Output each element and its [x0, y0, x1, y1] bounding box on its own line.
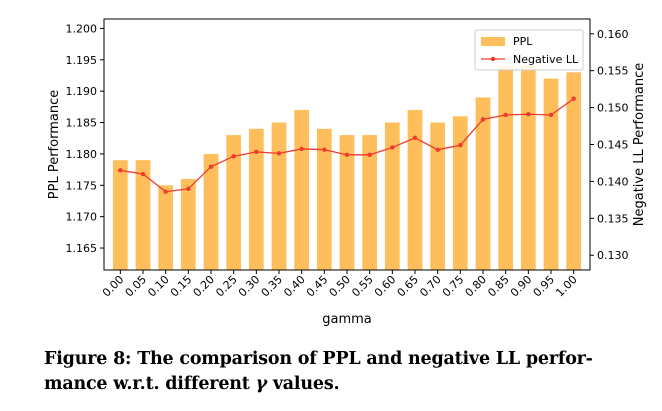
- x-tick-label: 0.55: [349, 273, 376, 300]
- bar: [407, 109, 423, 270]
- negative-ll-point: [208, 164, 214, 169]
- x-tick-label: 0.90: [508, 273, 535, 300]
- negative-ll-point: [163, 189, 168, 194]
- bar: [339, 135, 355, 270]
- legend-swatch-ppl: [481, 37, 505, 46]
- negative-ll-point: [526, 112, 531, 117]
- negative-ll-point: [254, 149, 259, 155]
- negative-ll-point: [390, 145, 395, 150]
- x-tick-label: 0.70: [417, 273, 444, 300]
- negative-ll-point: [435, 147, 440, 152]
- bar: [452, 116, 468, 270]
- bar: [362, 135, 378, 270]
- left-axis-label: PPL Performance: [47, 90, 62, 199]
- left-tick-label: 1.165: [66, 242, 98, 255]
- x-tick-label: 0.00: [100, 273, 127, 300]
- right-tick-label: 0.150: [597, 102, 629, 115]
- x-tick-label: 0.95: [531, 273, 558, 300]
- left-tick-label: 1.195: [66, 54, 98, 67]
- negative-ll-point: [548, 112, 554, 118]
- x-tick-label: 0.40: [281, 273, 308, 300]
- negative-ll-point: [458, 143, 463, 148]
- bar: [384, 122, 400, 270]
- caption-line-1: Figure 8: The comparison of PPL and nega…: [44, 349, 593, 369]
- left-tick-label: 1.175: [66, 179, 98, 192]
- bar: [520, 66, 536, 270]
- caption-line-2-suffix: values.: [266, 374, 340, 394]
- negative-ll-point: [299, 146, 304, 152]
- left-tick-label: 1.200: [66, 22, 98, 35]
- chart: 1.165 1.170 1.175 1.180 1.185 1.190 1.195 1.200…: [47, 18, 647, 327]
- x-tick-label: 0.45: [304, 273, 331, 300]
- negative-ll-point: [480, 117, 486, 122]
- left-tick-label: 1.170: [66, 211, 98, 224]
- x-tick-label: 1.00: [553, 273, 580, 300]
- bar: [498, 66, 514, 270]
- x-axis-label: gamma: [322, 312, 372, 327]
- right-tick-label: 0.160: [597, 28, 629, 41]
- x-tick-label: 0.10: [145, 273, 172, 300]
- negative-ll-point: [503, 112, 508, 118]
- bar: [271, 122, 287, 270]
- x-tick-label: 0.65: [395, 273, 422, 300]
- negative-ll-point: [344, 152, 350, 158]
- negative-ll-point: [186, 186, 191, 191]
- bar: [566, 72, 582, 271]
- bar: [180, 179, 196, 270]
- bar: [294, 109, 310, 270]
- x-tick-label: 0.15: [168, 273, 195, 300]
- bar: [248, 128, 264, 270]
- bar: [430, 122, 446, 270]
- bar: [226, 135, 242, 270]
- figure-caption: Figure 8: The comparison of PPL and nega…: [44, 347, 644, 397]
- negative-ll-point: [412, 135, 418, 141]
- caption-gamma-symbol: γ: [255, 374, 268, 394]
- negative-ll-point: [140, 171, 146, 177]
- bar: [316, 128, 332, 270]
- bar: [135, 160, 151, 270]
- left-tick-label: 1.185: [66, 117, 98, 130]
- x-tick-label: 0.20: [191, 273, 218, 300]
- negative-ll-point: [231, 154, 236, 159]
- bar: [475, 97, 491, 270]
- right-tick-label: 0.140: [597, 175, 629, 188]
- x-tick-label: 0.05: [123, 273, 150, 300]
- x-tick-label: 0.25: [213, 273, 240, 300]
- negative-ll-point: [118, 168, 123, 173]
- x-tick-label: 0.80: [463, 273, 490, 300]
- caption-line-2-prefix: mance w.r.t. different: [44, 374, 256, 394]
- x-tick-label: 0.35: [259, 273, 286, 300]
- bar: [158, 185, 174, 270]
- bar: [203, 153, 219, 270]
- x-tick-label: 0.75: [440, 273, 467, 300]
- negative-ll-point: [322, 147, 327, 152]
- right-tick-label: 0.155: [597, 65, 629, 78]
- legend-marker-negative-ll: [490, 56, 496, 62]
- right-axis-label: Negative LL Performance: [632, 63, 647, 226]
- negative-ll-point: [367, 152, 372, 158]
- bar: [112, 160, 128, 270]
- left-tick-label: 1.180: [66, 148, 98, 161]
- right-tick-label: 0.130: [597, 249, 629, 262]
- right-tick-label: 0.135: [597, 212, 629, 225]
- bar: [543, 78, 559, 270]
- right-tick-label: 0.145: [597, 139, 629, 152]
- x-tick-label: 0.60: [372, 273, 399, 300]
- x-tick-label: 0.50: [327, 273, 354, 300]
- x-tick-label: 0.85: [485, 273, 512, 300]
- left-tick-label: 1.190: [66, 85, 98, 98]
- legend-label-ppl: PPL: [513, 35, 533, 48]
- negative-ll-point: [571, 96, 576, 101]
- legend-label-negative-ll: Negative LL: [513, 53, 579, 66]
- x-tick-label: 0.30: [236, 273, 263, 300]
- negative-ll-point: [276, 151, 282, 156]
